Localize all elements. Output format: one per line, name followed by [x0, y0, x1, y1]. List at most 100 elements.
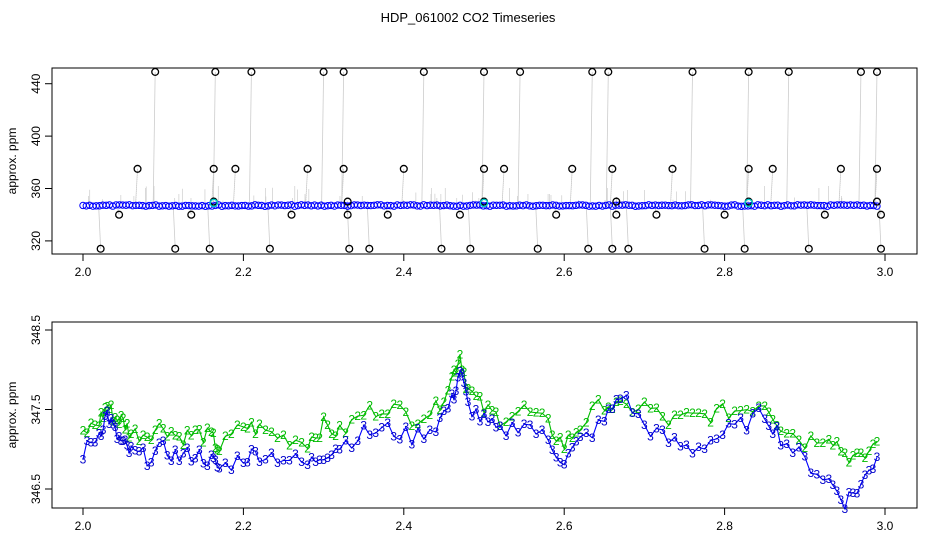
series-marker-2: 2 — [427, 408, 434, 422]
series-marker-2: 2 — [114, 413, 121, 427]
series-marker-3: 3 — [749, 407, 756, 421]
series-marker-3: 3 — [402, 420, 409, 434]
series-marker-3: 3 — [862, 468, 869, 482]
series-marker-3: 3 — [449, 387, 456, 401]
series-marker-3: 3 — [569, 441, 576, 455]
series-marker-3: 3 — [304, 458, 311, 472]
series-marker-2: 2 — [384, 407, 391, 421]
series-marker-3: 3 — [807, 466, 814, 480]
series-marker-2: 2 — [336, 419, 343, 433]
spike-line — [838, 168, 842, 206]
spike-line — [341, 71, 345, 206]
series-marker-2: 2 — [545, 412, 552, 426]
spike-line — [341, 168, 345, 206]
series-marker-2: 2 — [455, 357, 462, 371]
spike-line — [786, 71, 790, 206]
series-marker-2: 2 — [332, 429, 339, 443]
series-marker-2: 2 — [647, 401, 654, 415]
series-marker-3: 3 — [164, 448, 171, 462]
series-marker-2: 2 — [820, 436, 827, 450]
series-marker-2: 2 — [208, 425, 215, 439]
series-marker-3: 3 — [92, 436, 99, 450]
flagged-point — [383, 210, 392, 219]
flagged-point — [499, 164, 509, 173]
flagged-point — [479, 164, 489, 173]
series-marker-3: 3 — [244, 456, 251, 470]
series-marker-3: 3 — [116, 430, 123, 444]
series-marker-3: 3 — [124, 438, 131, 452]
series-marker-2: 2 — [485, 398, 492, 412]
spike-line — [654, 205, 657, 215]
spike-line — [98, 205, 102, 249]
series-marker-2: 2 — [477, 390, 484, 404]
flagged-point — [171, 244, 180, 253]
flagged-point — [820, 210, 829, 219]
series-marker-2: 2 — [749, 405, 756, 419]
series-marker-3: 3 — [695, 440, 702, 454]
series-marker-3: 3 — [372, 426, 379, 440]
spike-line — [421, 71, 425, 206]
series-marker-3: 3 — [561, 458, 568, 472]
flagged-point — [876, 244, 886, 253]
series-marker-3: 3 — [605, 402, 612, 416]
series-marker-3: 3 — [316, 453, 323, 467]
series-marker-2: 2 — [473, 389, 480, 403]
series-marker-3: 3 — [503, 429, 510, 443]
series-marker-3: 3 — [396, 433, 403, 447]
series-marker-3: 3 — [427, 423, 434, 437]
series-marker-2: 2 — [783, 426, 790, 440]
series-marker-2: 2 — [176, 429, 183, 443]
series-marker-3: 3 — [783, 437, 790, 451]
series-marker-2: 2 — [605, 400, 612, 414]
spike-line — [858, 71, 862, 206]
series-marker-3: 3 — [469, 410, 476, 424]
series-marker-3: 3 — [874, 450, 881, 464]
series-marker-2: 2 — [280, 428, 287, 442]
series-marker-2: 2 — [713, 401, 720, 415]
series-marker-3: 3 — [497, 419, 504, 433]
flagged-point — [612, 210, 621, 219]
series-marker-3: 3 — [725, 417, 732, 431]
series-marker-3: 3 — [461, 376, 468, 390]
series-marker-3: 3 — [112, 420, 119, 434]
flagged-point — [552, 210, 561, 219]
series-marker-3: 3 — [451, 392, 458, 406]
series-marker-2: 2 — [683, 406, 690, 420]
series-marker-2: 2 — [521, 398, 528, 412]
series-marker-3: 3 — [489, 412, 496, 426]
series-marker-2: 2 — [274, 431, 281, 445]
series-marker-2: 2 — [527, 405, 534, 419]
flagged-point — [343, 210, 352, 219]
series-marker-3: 3 — [647, 429, 654, 443]
y-tick-label: 347.5 — [29, 394, 43, 424]
series-marker-2: 2 — [298, 435, 305, 449]
y-tick-label: 440 — [29, 73, 43, 93]
series-marker-2: 2 — [813, 436, 820, 450]
series-marker-3: 3 — [286, 453, 293, 467]
series-marker-3: 3 — [459, 366, 466, 380]
flagged-point — [339, 67, 348, 76]
series-marker-2: 2 — [465, 382, 472, 396]
spike-line — [806, 205, 810, 249]
series-marker-2: 2 — [244, 421, 251, 435]
series-marker-2: 2 — [539, 406, 546, 420]
flagged-point — [624, 244, 633, 253]
series-marker-3: 3 — [180, 446, 187, 460]
series-marker-2: 2 — [583, 416, 590, 430]
flagged-point — [720, 210, 729, 219]
series-marker-3: 3 — [176, 454, 183, 468]
series-marker-2: 2 — [354, 409, 361, 423]
series-marker-2: 2 — [172, 428, 179, 442]
series-marker-2: 2 — [360, 408, 367, 422]
series-marker-3: 3 — [96, 427, 103, 441]
series-marker-2: 2 — [180, 438, 187, 452]
series-marker-2: 2 — [126, 430, 133, 444]
spike-line — [305, 168, 308, 206]
series-marker-2: 2 — [874, 434, 881, 448]
flagged-point — [339, 164, 348, 173]
spike-line — [501, 168, 505, 206]
series-marker-3: 3 — [453, 384, 460, 398]
series-marker-2: 2 — [553, 434, 560, 448]
series-marker-2: 2 — [549, 428, 556, 442]
